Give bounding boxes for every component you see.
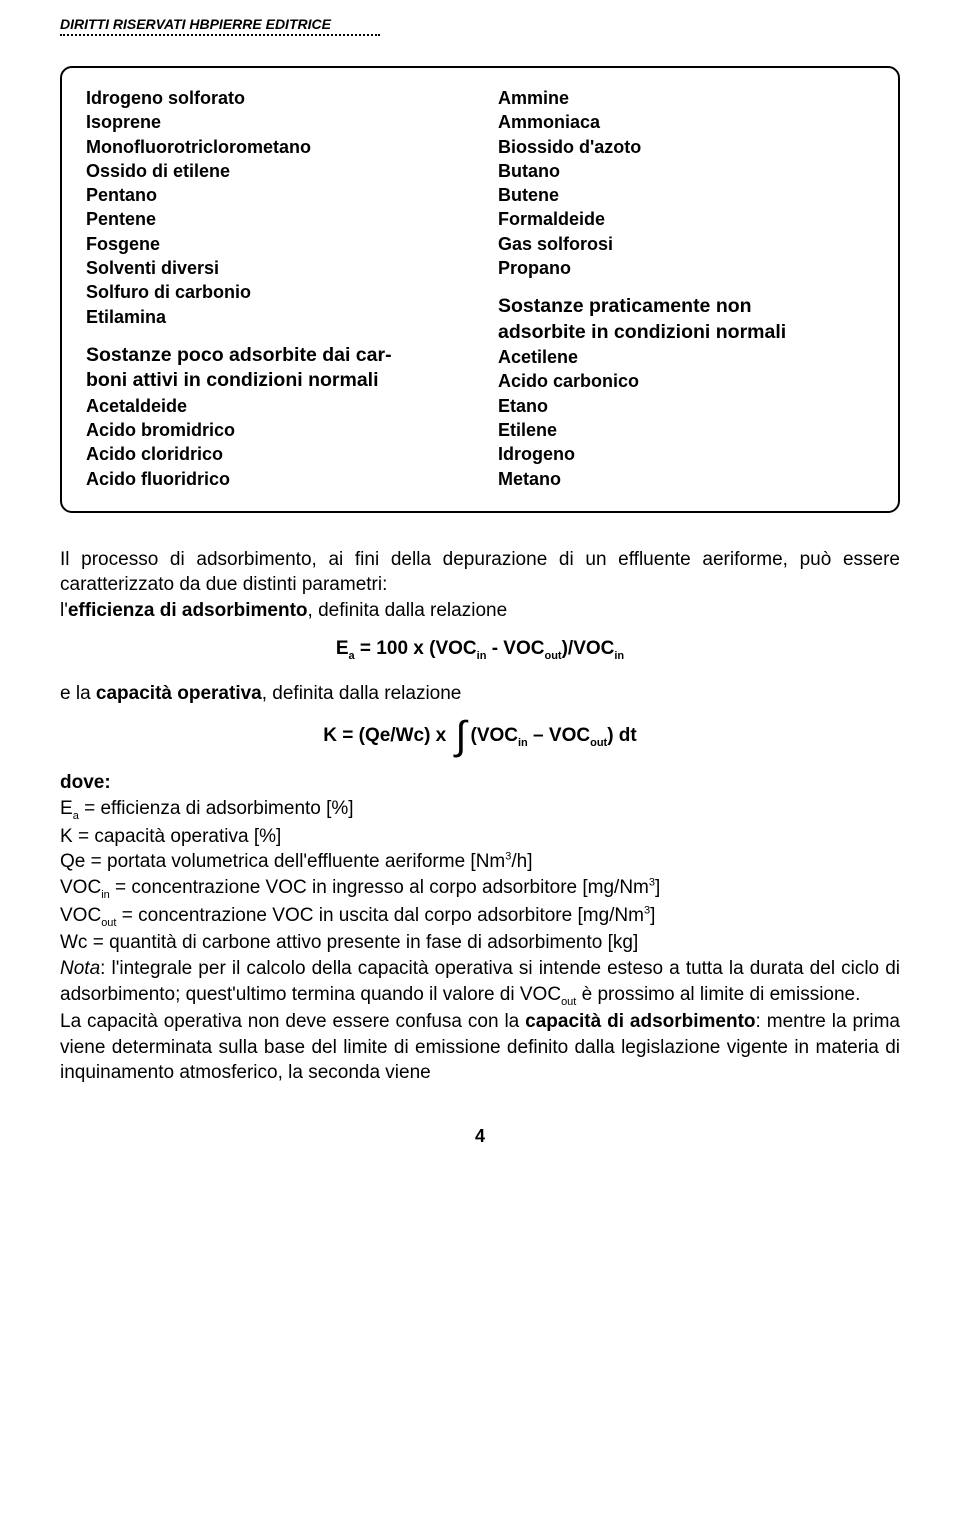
f1-sub-in: in <box>477 650 487 662</box>
list-item: Etilene <box>498 418 874 442</box>
list-item: Etano <box>498 394 874 418</box>
def-VOCin-sub: in <box>101 889 110 901</box>
paragraph-capacity: e la capacità operativa, definita dalla … <box>60 681 900 707</box>
formula-efficiency: Ea = 100 x (VOCin - VOCout)/VOCin <box>60 638 900 663</box>
list-item: Idrogeno <box>498 442 874 466</box>
f2-m2: – VOC <box>528 725 590 746</box>
f2-post: ) dt <box>607 725 637 746</box>
integral-icon: ∫ <box>456 720 467 752</box>
def-VOCout-sub: out <box>101 916 116 928</box>
list-item: Metano <box>498 467 874 491</box>
list-item: Solventi diversi <box>86 256 462 280</box>
left-heading-line2: boni attivi in condizioni normali <box>86 368 462 393</box>
list-item: Gas solforosi <box>498 232 874 256</box>
list-item: Propano <box>498 256 874 280</box>
def-VOCout-post: ] <box>650 905 655 926</box>
f1-sub-in2: in <box>614 650 624 662</box>
f1-m3: )/VOC <box>562 638 615 659</box>
list-item: Pentene <box>86 207 462 231</box>
right-heading-line2: adsorbite in condizioni normali <box>498 320 874 345</box>
list-item: Ammoniaca <box>498 110 874 134</box>
list-item: Acetaldeide <box>86 394 462 418</box>
def-Qe-pre: Qe = portata volumetrica dell'effluente … <box>60 851 505 872</box>
p3-pre: La capacità operativa non deve essere co… <box>60 1011 525 1032</box>
list-item: Ossido di etilene <box>86 159 462 183</box>
formula-capacity: K = (Qe/Wc) x ∫(VOCin – VOCout) dt <box>60 720 900 752</box>
f2-m1: (VOC <box>471 725 519 746</box>
p3-bold: capacità di adsorbimento <box>525 1011 755 1032</box>
list-item: Butene <box>498 183 874 207</box>
def-Qe-post: /h] <box>511 851 532 872</box>
cap-post: , definita dalla relazione <box>262 683 462 704</box>
cap-bold: capacità operativa <box>96 683 262 704</box>
list-item: Monofluorotriclorometano <box>86 135 462 159</box>
box-right-column: Ammine Ammoniaca Biossido d'azoto Butano… <box>498 86 874 491</box>
list-item: Butano <box>498 159 874 183</box>
list-item: Acido cloridrico <box>86 442 462 466</box>
cap-pre: e la <box>60 683 96 704</box>
definitions: dove: Ea = efficienza di adsorbimento [%… <box>60 770 900 1086</box>
def-Ea-sym: E <box>60 798 73 819</box>
list-item: Idrogeno solforato <box>86 86 462 110</box>
page-number: 4 <box>60 1126 900 1147</box>
eff-pre: l' <box>60 600 68 621</box>
list-item: Etilamina <box>86 305 462 329</box>
def-VOCin-pre: VOC <box>60 877 101 898</box>
box-left-column: Idrogeno solforato Isoprene Monofluorotr… <box>86 86 462 491</box>
list-item: Fosgene <box>86 232 462 256</box>
def-Ea-txt: = efficienza di adsorbimento [%] <box>79 798 354 819</box>
f1-E: E <box>336 638 349 659</box>
list-item: Formaldeide <box>498 207 874 231</box>
intro-text: Il processo di adsorbimento, ai fini del… <box>60 549 900 596</box>
def-K: K = capacità operativa [%] <box>60 826 281 847</box>
list-item: Acido bromidrico <box>86 418 462 442</box>
def-VOCin-post: ] <box>655 877 660 898</box>
right-heading-line1: Sostanze praticamente non <box>498 294 874 319</box>
f1-sub-out: out <box>544 650 561 662</box>
f2-sub-out: out <box>590 737 607 749</box>
list-item: Isoprene <box>86 110 462 134</box>
f1-m2: - VOC <box>486 638 544 659</box>
list-item: Solfuro di carbonio <box>86 280 462 304</box>
list-item: Acetilene <box>498 345 874 369</box>
f2-sub-in: in <box>518 737 528 749</box>
f2-pre: K = (Qe/Wc) x <box>323 725 451 746</box>
nota-text2: è prossimo al limite di emissione. <box>576 984 860 1005</box>
list-item: Ammine <box>498 86 874 110</box>
list-item: Biossido d'azoto <box>498 135 874 159</box>
nota-sub-out: out <box>561 995 576 1007</box>
def-Wc: Wc = quantità di carbone attivo presente… <box>60 932 638 953</box>
header-rule <box>60 34 380 36</box>
def-VOCout-pre: VOC <box>60 905 101 926</box>
f1-m1: = 100 x (VOC <box>355 638 477 659</box>
list-item: Acido fluoridrico <box>86 467 462 491</box>
dove-label: dove: <box>60 772 111 793</box>
eff-post: , definita dalla relazione <box>308 600 508 621</box>
rights-header: DIRITTI RISERVATI HBPIERRE EDITRICE <box>60 16 900 32</box>
list-item: Pentano <box>86 183 462 207</box>
paragraph-intro: Il processo di adsorbimento, ai fini del… <box>60 547 900 624</box>
def-VOCin-mid: = concentrazione VOC in ingresso al corp… <box>110 877 649 898</box>
left-heading-line1: Sostanze poco adsorbite dai car- <box>86 343 462 368</box>
substances-box: Idrogeno solforato Isoprene Monofluorotr… <box>60 66 900 513</box>
def-VOCout-mid: = concentrazione VOC in uscita dal corpo… <box>116 905 644 926</box>
eff-bold: efficienza di adsorbimento <box>68 600 308 621</box>
list-item: Acido carbonico <box>498 369 874 393</box>
nota-label: Nota <box>60 958 100 979</box>
